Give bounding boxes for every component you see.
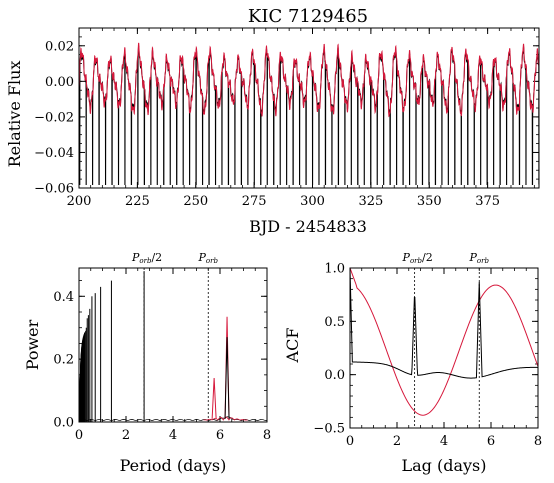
periodogram-panel: 0 2 4 6 8 0.0 0.2 0.4 Porb/2 Porb Period (days) P… <box>23 251 271 475</box>
marker-label: Porb/2 <box>402 251 433 265</box>
lightcurve-plot-area: 200 225 250 275 300 325 350 375 −0.06 −0.04 −0.02 0… <box>34 27 540 209</box>
acf-frame <box>349 267 539 429</box>
y-tick-label: −0.5 <box>313 422 345 437</box>
x-tick-label: 350 <box>417 194 442 209</box>
noise-floor-red <box>203 416 248 421</box>
x-tick-label: 0 <box>346 434 354 449</box>
y-tick-label: 0.5 <box>324 315 345 330</box>
x-tick-label: 8 <box>534 434 542 449</box>
x-tick-label: 275 <box>242 194 267 209</box>
x-tick-label: 6 <box>487 434 495 449</box>
x-tick-label: 250 <box>183 194 208 209</box>
periodogram-frame <box>78 267 268 423</box>
x-tick-label: 8 <box>263 428 271 443</box>
periodogram-plot-area: 0 2 4 6 8 0.0 0.2 0.4 Porb/2 Porb <box>53 251 271 443</box>
y-tick-label: 0.0 <box>53 416 74 431</box>
acf-xlabel: Lag (days) <box>401 456 486 475</box>
acf-ylabel: ACF <box>283 328 302 364</box>
y-tick-label: 0.0 <box>324 368 345 383</box>
x-tick-label: 325 <box>358 194 383 209</box>
x-tick-label: 300 <box>300 194 325 209</box>
y-tick-label: −0.04 <box>34 146 74 161</box>
lightcurve-ylabel: Relative Flux <box>5 61 24 168</box>
y-tick-label: −0.06 <box>34 182 74 197</box>
y-tick-label: 0.2 <box>53 353 74 368</box>
y-tick-label: −0.02 <box>34 110 74 125</box>
acf-red-series <box>350 268 538 416</box>
x-tick-label: 375 <box>475 194 500 209</box>
x-tick-label: 2 <box>122 428 130 443</box>
x-tick-label: 4 <box>440 434 448 449</box>
y-tick-label: 0.00 <box>45 75 74 90</box>
y-tick-label: 0.02 <box>45 39 74 54</box>
spot-peak <box>224 337 230 419</box>
periodogram-ylabel: Power <box>23 319 42 370</box>
lightcurve-red-series <box>79 42 539 118</box>
chart-title: KIC 7129465 <box>248 6 368 27</box>
x-tick-label: 225 <box>125 194 150 209</box>
periodogram-xlabel: Period (days) <box>120 456 227 475</box>
x-tick-label: 6 <box>216 428 224 443</box>
x-tick-label: 2 <box>393 434 401 449</box>
marker-label: Porb <box>198 251 219 265</box>
marker-label: Porb <box>469 251 490 265</box>
acf-black-series <box>350 268 538 379</box>
lightcurve-frame <box>78 27 540 189</box>
acf-plot-area: 0 2 4 6 8 −0.5 0.0 0.5 1.0 Porb/2 Porb <box>313 251 542 449</box>
y-tick-label: 0.4 <box>53 290 74 305</box>
x-tick-label: 200 <box>67 194 92 209</box>
spot-peak <box>211 377 217 419</box>
y-tick-label: 1.0 <box>324 262 345 277</box>
lightcurve-panel: KIC 7129465 200 225 250 275 300 325 350 375 −0.0… <box>5 6 540 236</box>
x-tick-label: 4 <box>169 428 177 443</box>
x-tick-label: 0 <box>75 428 83 443</box>
lightcurve-xlabel: BJD - 2454833 <box>249 217 367 236</box>
marker-label: Porb/2 <box>131 251 162 265</box>
